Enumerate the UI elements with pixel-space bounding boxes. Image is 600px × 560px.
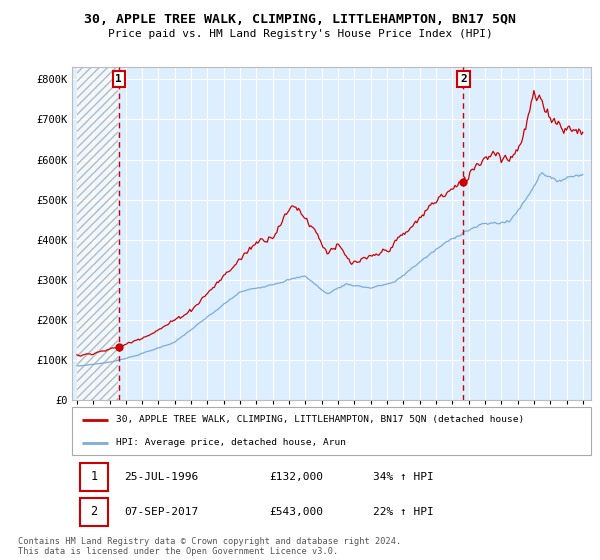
- FancyBboxPatch shape: [80, 498, 109, 526]
- Text: Contains HM Land Registry data © Crown copyright and database right 2024.
This d: Contains HM Land Registry data © Crown c…: [18, 537, 401, 557]
- Text: £543,000: £543,000: [269, 507, 323, 517]
- Text: HPI: Average price, detached house, Arun: HPI: Average price, detached house, Arun: [116, 438, 346, 447]
- Text: 07-SEP-2017: 07-SEP-2017: [124, 507, 198, 517]
- FancyBboxPatch shape: [72, 407, 591, 455]
- Text: £132,000: £132,000: [269, 472, 323, 482]
- Text: Price paid vs. HM Land Registry's House Price Index (HPI): Price paid vs. HM Land Registry's House …: [107, 29, 493, 39]
- Text: 2: 2: [460, 74, 467, 84]
- Text: 34% ↑ HPI: 34% ↑ HPI: [373, 472, 434, 482]
- Text: 22% ↑ HPI: 22% ↑ HPI: [373, 507, 434, 517]
- FancyBboxPatch shape: [80, 463, 109, 491]
- Text: 1: 1: [91, 470, 98, 483]
- Text: 30, APPLE TREE WALK, CLIMPING, LITTLEHAMPTON, BN17 5QN: 30, APPLE TREE WALK, CLIMPING, LITTLEHAM…: [84, 13, 516, 26]
- Text: 30, APPLE TREE WALK, CLIMPING, LITTLEHAMPTON, BN17 5QN (detached house): 30, APPLE TREE WALK, CLIMPING, LITTLEHAM…: [116, 415, 524, 424]
- Text: 2: 2: [91, 505, 98, 518]
- Text: 1: 1: [115, 74, 122, 84]
- Text: 25-JUL-1996: 25-JUL-1996: [124, 472, 198, 482]
